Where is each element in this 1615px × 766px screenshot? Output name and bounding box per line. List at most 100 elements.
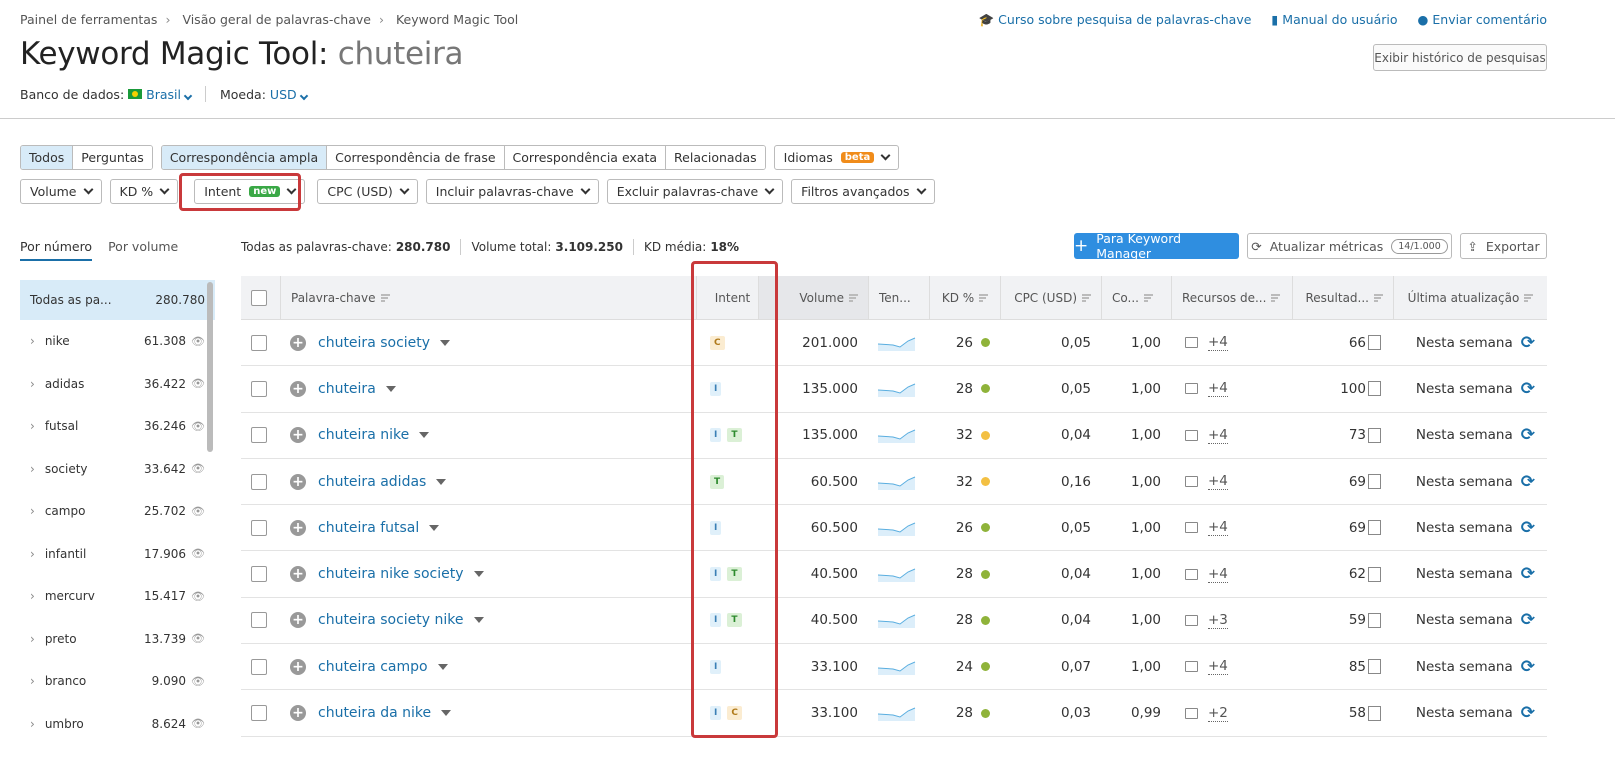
caret-down-icon[interactable] (436, 478, 447, 485)
caret-down-icon[interactable] (473, 571, 484, 578)
eye-icon[interactable]: 👁 (191, 674, 205, 688)
tab-phrase-match[interactable]: Correspondência de frase (326, 146, 504, 169)
eye-icon[interactable]: 👁 (191, 589, 205, 603)
row-checkbox[interactable] (251, 658, 267, 675)
keyword-link[interactable]: chuteira (318, 380, 376, 397)
volume-filter[interactable]: Volume (20, 179, 102, 204)
tab-broad-match[interactable]: Correspondência ampla (161, 146, 327, 169)
sidebar-group-item[interactable]: › nike 61.308 👁 (20, 320, 215, 363)
sidebar-group-item[interactable]: › mercurv 15.417 👁 (20, 575, 215, 618)
keyword-link[interactable]: chuteira da nike (318, 705, 432, 722)
serp-features-more[interactable]: +4 (1208, 380, 1228, 398)
serp-features-more[interactable]: +4 (1208, 426, 1228, 444)
feedback-link[interactable]: ● Enviar comentário (1417, 12, 1547, 27)
database-dropdown[interactable]: Brasil (146, 87, 193, 102)
serp-document-icon[interactable] (1368, 381, 1381, 397)
sort-icon[interactable] (1143, 293, 1153, 302)
intent-filter[interactable]: Intent new (194, 179, 306, 204)
tab-by-volume[interactable]: Por volume (108, 239, 179, 254)
caret-down-icon[interactable] (441, 710, 452, 717)
serp-features-more[interactable]: +2 (1208, 704, 1228, 722)
eye-icon[interactable]: 👁 (191, 632, 205, 646)
column-header[interactable]: Última atualização (1393, 276, 1547, 319)
serp-document-icon[interactable] (1368, 335, 1381, 351)
keyword-link[interactable]: chuteira adidas (318, 473, 427, 490)
row-checkbox[interactable] (251, 427, 267, 444)
tab-questions[interactable]: Perguntas (72, 146, 152, 169)
sort-icon[interactable] (380, 293, 390, 302)
eye-icon[interactable]: 👁 (191, 377, 205, 391)
add-keyword-icon[interactable]: + (290, 334, 306, 351)
include-keywords-filter[interactable]: Incluir palavras-chave (425, 179, 599, 204)
eye-icon[interactable]: 👁 (191, 334, 205, 348)
sort-icon[interactable] (1082, 293, 1091, 302)
eye-icon[interactable]: 👁 (191, 504, 205, 518)
manual-link[interactable]: ▮ Manual do usuário (1271, 12, 1398, 27)
sort-icon[interactable] (1271, 293, 1281, 302)
sidebar-group-item[interactable]: › branco 9.090 👁 (20, 660, 215, 703)
column-header[interactable]: Recursos de... (1171, 276, 1292, 319)
tab-exact-match[interactable]: Correspondência exata (503, 146, 666, 169)
select-all-checkbox[interactable] (251, 289, 267, 306)
refresh-icon[interactable]: ⟳ (1520, 378, 1535, 399)
column-header[interactable]: Co... (1101, 276, 1171, 319)
tab-by-number[interactable]: Por número (20, 239, 93, 261)
row-checkbox[interactable] (251, 612, 267, 629)
serp-features-more[interactable]: +4 (1208, 658, 1228, 676)
row-checkbox[interactable] (251, 566, 267, 583)
search-history-button[interactable]: Exibir histórico de pesquisas (1373, 44, 1547, 71)
breadcrumb-overview[interactable]: Visão geral de palavras-chave (182, 12, 371, 27)
add-keyword-icon[interactable]: + (290, 658, 306, 675)
refresh-icon[interactable]: ⟳ (1520, 517, 1535, 538)
add-keyword-icon[interactable]: + (290, 566, 306, 583)
keyword-manager-button[interactable]: + Para Keyword Manager (1074, 231, 1239, 261)
serp-document-icon[interactable] (1368, 705, 1381, 721)
refresh-icon[interactable]: ⟳ (1520, 471, 1535, 492)
serp-document-icon[interactable] (1368, 520, 1381, 536)
advanced-filters[interactable]: Filtros avançados (791, 179, 935, 204)
serp-features-more[interactable]: +4 (1208, 519, 1228, 537)
row-checkbox[interactable] (251, 334, 267, 351)
sidebar-group-item[interactable]: › umbro 8.624 👁 (20, 703, 215, 746)
row-checkbox[interactable] (251, 519, 267, 536)
keyword-link[interactable]: chuteira futsal (318, 519, 420, 536)
sidebar-scrollbar[interactable] (207, 282, 213, 452)
keyword-link[interactable]: chuteira nike society (318, 566, 464, 583)
sidebar-group-item[interactable]: Todas as pa... 280.780 (20, 280, 215, 320)
serp-document-icon[interactable] (1368, 659, 1381, 675)
add-keyword-icon[interactable]: + (290, 473, 306, 490)
column-header[interactable]: CPC (USD) (1000, 276, 1101, 319)
column-header[interactable]: KD % (929, 276, 1000, 319)
sort-icon[interactable] (1524, 293, 1534, 302)
eye-icon[interactable]: 👁 (191, 462, 205, 476)
eye-icon[interactable]: 👁 (191, 547, 205, 561)
export-button[interactable]: ⇪ Exportar (1460, 233, 1547, 259)
serp-document-icon[interactable] (1368, 427, 1381, 443)
column-header[interactable]: Intent (696, 276, 758, 319)
tab-all[interactable]: Todos (21, 146, 73, 169)
keyword-link[interactable]: chuteira society (318, 334, 431, 351)
sidebar-group-item[interactable]: › society 33.642 👁 (20, 448, 215, 491)
sidebar-group-item[interactable]: › infantil 17.906 👁 (20, 533, 215, 576)
sidebar-group-item[interactable]: › preto 13.739 👁 (20, 618, 215, 661)
exclude-keywords-filter[interactable]: Excluir palavras-chave (606, 179, 784, 204)
eye-icon[interactable]: 👁 (191, 419, 205, 433)
refresh-icon[interactable]: ⟳ (1520, 703, 1535, 724)
row-checkbox[interactable] (251, 473, 267, 490)
keyword-link[interactable]: chuteira nike (318, 427, 410, 444)
column-header[interactable]: Resultad... (1292, 276, 1393, 319)
refresh-icon[interactable]: ⟳ (1520, 656, 1535, 677)
tab-related[interactable]: Relacionadas (665, 146, 765, 169)
serp-features-more[interactable]: +4 (1208, 565, 1228, 583)
sort-icon[interactable] (979, 293, 989, 302)
add-keyword-icon[interactable]: + (290, 705, 306, 722)
add-keyword-icon[interactable]: + (290, 427, 306, 444)
add-keyword-icon[interactable]: + (290, 612, 306, 629)
serp-features-more[interactable]: +3 (1208, 611, 1228, 629)
eye-icon[interactable]: 👁 (191, 717, 205, 731)
course-link[interactable]: 🎓 Curso sobre pesquisa de palavras-chave (978, 12, 1252, 27)
column-header[interactable]: Palavra-chave (280, 276, 696, 319)
refresh-icon[interactable]: ⟳ (1520, 610, 1535, 631)
serp-features-more[interactable]: +4 (1208, 334, 1228, 352)
caret-down-icon[interactable] (419, 432, 430, 439)
